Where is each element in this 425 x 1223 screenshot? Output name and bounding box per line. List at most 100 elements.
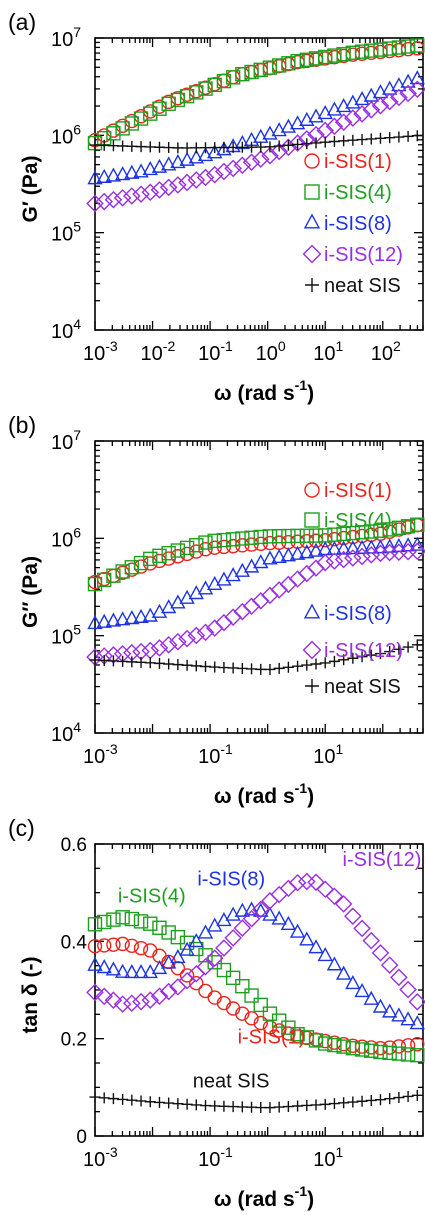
data-point — [242, 153, 261, 171]
data-point — [123, 187, 141, 205]
data-point — [135, 141, 147, 153]
data-point — [319, 657, 331, 669]
data-point — [135, 1095, 147, 1107]
data-point — [152, 920, 167, 936]
data-point — [270, 885, 288, 904]
data-point — [170, 929, 186, 945]
data-point — [345, 540, 361, 555]
data-point — [87, 615, 103, 630]
data-point — [106, 912, 121, 927]
data-point — [205, 165, 224, 184]
data-point — [117, 140, 129, 152]
data-point — [172, 142, 184, 154]
data-point — [384, 1093, 396, 1105]
data-point — [374, 1094, 386, 1106]
y-tick-label: 105 — [51, 622, 81, 649]
x-tick-label: 10-3 — [83, 338, 118, 365]
data-point — [308, 939, 324, 954]
x-tick-label: 10-1 — [198, 1144, 233, 1171]
data-point — [198, 535, 213, 550]
data-point — [400, 1038, 416, 1053]
data-point — [362, 931, 381, 950]
data-point — [188, 585, 204, 600]
data-point — [345, 1041, 361, 1056]
data-point — [411, 130, 423, 142]
data-point — [216, 141, 232, 156]
data-point — [318, 49, 333, 65]
data-point — [335, 965, 352, 980]
data-point — [271, 548, 287, 563]
data-point — [133, 940, 149, 956]
data-point — [334, 550, 353, 569]
data-point — [338, 1097, 350, 1109]
data-point — [299, 1030, 314, 1045]
data-point — [87, 917, 103, 932]
data-point — [301, 1099, 313, 1111]
data-point — [372, 539, 389, 554]
data-point — [117, 1093, 129, 1105]
data-point — [235, 979, 250, 994]
data-point — [409, 1015, 425, 1030]
data-point — [113, 189, 132, 207]
data-point — [345, 975, 361, 990]
data-point — [159, 982, 178, 1001]
data-point — [161, 545, 176, 561]
data-point — [200, 1100, 212, 1112]
data-point — [115, 121, 130, 136]
data-point — [209, 661, 221, 673]
x-tick-label: 101 — [313, 741, 343, 768]
data-point — [150, 987, 169, 1006]
data-point — [290, 528, 305, 544]
data-point — [255, 663, 267, 675]
data-point — [354, 1042, 370, 1057]
data-point — [234, 562, 251, 577]
legend-marker — [302, 640, 322, 660]
data-point — [264, 663, 276, 675]
data-point — [153, 657, 165, 669]
data-point — [281, 56, 296, 71]
data-point — [393, 131, 405, 143]
data-point — [362, 101, 381, 119]
data-point — [233, 156, 252, 175]
data-point — [391, 1046, 407, 1061]
data-point — [170, 154, 186, 169]
data-point — [354, 983, 370, 998]
data-point — [380, 543, 399, 562]
data-point — [178, 173, 196, 192]
data-point — [400, 1011, 416, 1026]
data-point — [104, 991, 123, 1010]
data-point — [411, 639, 423, 651]
data-point — [106, 937, 121, 952]
series-i-sis-12 — [86, 872, 425, 1013]
legend-label: i-SIS(8) — [324, 603, 392, 625]
data-point — [170, 549, 186, 564]
data-point — [328, 1098, 340, 1110]
data-point — [225, 532, 241, 547]
data-point — [390, 543, 408, 561]
panel-label: (a) — [8, 9, 36, 35]
data-point — [87, 576, 103, 592]
data-point — [345, 525, 361, 541]
data-point — [98, 654, 110, 666]
data-point — [196, 168, 215, 187]
data-point — [308, 1033, 324, 1048]
data-point — [325, 887, 344, 906]
legend-label: i-SIS(4) — [324, 510, 392, 532]
data-point — [224, 159, 242, 178]
data-point — [132, 185, 150, 203]
data-point — [344, 549, 362, 567]
data-point — [205, 949, 224, 967]
data-point — [189, 975, 204, 991]
data-point — [353, 547, 371, 566]
data-point — [181, 142, 193, 154]
data-point — [86, 194, 104, 213]
data-point — [98, 139, 110, 151]
series-neat-sis — [89, 639, 423, 675]
data-point — [347, 1096, 359, 1108]
data-point — [161, 925, 176, 940]
data-point — [372, 998, 389, 1013]
data-point — [115, 936, 130, 952]
data-point — [364, 1043, 379, 1058]
data-point — [354, 44, 370, 59]
data-point — [97, 572, 112, 588]
